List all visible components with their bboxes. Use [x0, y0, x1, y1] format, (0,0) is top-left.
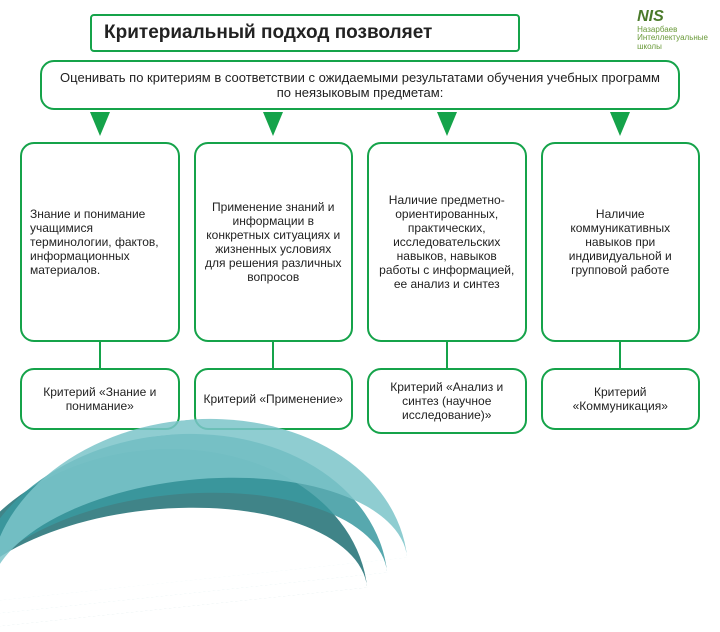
description-box: Наличие предметно-ориентированных, практ… [367, 142, 527, 342]
connector-line [446, 342, 448, 368]
description-box: Знание и понимание учащимися терминологи… [20, 142, 180, 342]
column-2: Применение знаний и информации в конкрет… [194, 140, 354, 434]
connector-line [99, 342, 101, 368]
page-title: Критериальный подход позволяет [90, 14, 520, 52]
column-4: Наличие коммуникативных навыков при инди… [541, 140, 701, 434]
arrow-down-icon [90, 112, 110, 136]
connector-line [619, 342, 621, 368]
subtitle-box: Оценивать по критериям в соответствии с … [40, 60, 680, 110]
description-box: Наличие коммуникативных навыков при инди… [541, 142, 701, 342]
arrow-down-icon [263, 112, 283, 136]
criterion-box: Критерий «Анализ и синтез (научное иссле… [367, 368, 527, 434]
column-3: Наличие предметно-ориентированных, практ… [367, 140, 527, 434]
logo-mark: NIS [637, 8, 664, 25]
connector-line [272, 342, 274, 368]
criterion-box: Критерий «Коммуникация» [541, 368, 701, 430]
nis-logo: NIS Назарбаев Интеллектуальные школы [637, 8, 708, 52]
arrow-down-icon [437, 112, 457, 136]
criterion-box: Критерий «Знание и понимание» [20, 368, 180, 430]
description-box: Применение знаний и информации в конкрет… [194, 142, 354, 342]
arrow-down-icon [610, 112, 630, 136]
column-1: Знание и понимание учащимися терминологи… [20, 140, 180, 434]
columns-container: Знание и понимание учащимися терминологи… [20, 140, 700, 434]
